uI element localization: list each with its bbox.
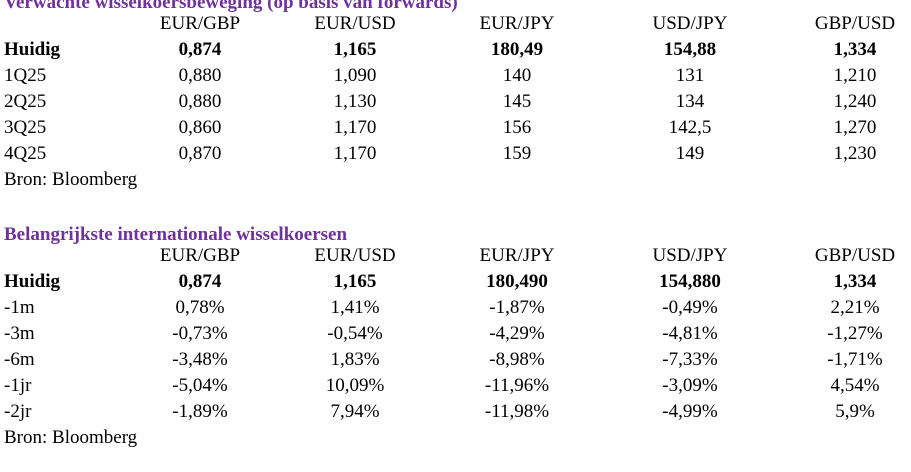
cell: -3,09% <box>662 375 718 396</box>
cell: -4,81% <box>662 323 718 344</box>
column-header: GBP/USD <box>814 13 896 34</box>
cell: 1,165 <box>333 39 377 60</box>
table-row: 4Q25 0,870 1,170 159 149 1,230 <box>0 141 911 166</box>
cell: -3,48% <box>172 349 228 370</box>
row-label: 3Q25 <box>4 117 47 138</box>
cell: 10,09% <box>325 375 385 396</box>
cell: 0,880 <box>178 91 222 112</box>
cell: 142,5 <box>668 117 712 138</box>
table-row: Huidig 0,874 1,165 180,49 154,88 1,334 <box>0 37 911 62</box>
row-label: Huidig <box>4 271 60 292</box>
row-label: -1jr <box>4 375 32 396</box>
cell: 0,874 <box>178 39 222 60</box>
cell: 1,270 <box>833 117 877 138</box>
column-header: GBP/USD <box>814 245 896 266</box>
row-label: -1m <box>4 297 35 318</box>
cell: -0,49% <box>662 297 718 318</box>
column-header: EUR/GBP <box>159 245 241 266</box>
cell: -4,99% <box>662 401 718 422</box>
table-row: -1jr -5,04% 10,09% -11,96% -3,09% 4,54% <box>0 373 911 398</box>
cell: 180,49 <box>490 39 544 60</box>
cell: 131 <box>675 65 705 86</box>
cell: -0,73% <box>172 323 228 344</box>
cell: 159 <box>502 143 532 164</box>
cell: 0,78% <box>175 297 225 318</box>
row-label: -3m <box>4 323 35 344</box>
row-label: -6m <box>4 349 35 370</box>
cell: -7,33% <box>662 349 718 370</box>
cell: 0,880 <box>178 65 222 86</box>
rates-source: Bron: Bloomberg <box>4 427 138 448</box>
cell: 1,240 <box>833 91 877 112</box>
column-header: EUR/JPY <box>479 245 555 266</box>
cell: 1,210 <box>833 65 877 86</box>
table-row: 3Q25 0,860 1,170 156 142,5 1,270 <box>0 115 911 140</box>
cell: 1,334 <box>833 271 877 292</box>
cell: -0,54% <box>327 323 383 344</box>
cell: 1,230 <box>833 143 877 164</box>
table-row: Huidig 0,874 1,165 180,490 154,880 1,334 <box>0 269 911 294</box>
cell: 1,170 <box>333 117 377 138</box>
cell: 1,165 <box>333 271 377 292</box>
cell: 134 <box>675 91 705 112</box>
cell: 1,334 <box>833 39 877 60</box>
cell: 140 <box>502 65 532 86</box>
forecast-source: Bron: Bloomberg <box>4 169 138 190</box>
cell: 7,94% <box>330 401 380 422</box>
row-label: -2jr <box>4 401 32 422</box>
row-label: 1Q25 <box>4 65 47 86</box>
cell: -4,29% <box>489 323 545 344</box>
cell: -11,98% <box>484 401 550 422</box>
column-header: EUR/USD <box>314 13 396 34</box>
cell: 1,41% <box>330 297 380 318</box>
column-header: USD/JPY <box>652 245 728 266</box>
cell: 156 <box>502 117 532 138</box>
cell: 0,870 <box>178 143 222 164</box>
forecast-title: Verwachte wisselkoersbeweging (op basis … <box>4 0 458 13</box>
table-row: -3m -0,73% -0,54% -4,29% -4,81% -1,27% <box>0 321 911 346</box>
cell: -8,98% <box>489 349 545 370</box>
cell: 0,860 <box>178 117 222 138</box>
table-row: -1m 0,78% 1,41% -1,87% -0,49% 2,21% <box>0 295 911 320</box>
cell: -1,87% <box>489 297 545 318</box>
cell: 1,83% <box>330 349 380 370</box>
header-row: EUR/GBP EUR/USD EUR/JPY USD/JPY GBP/USD <box>0 243 911 268</box>
cell: 149 <box>675 143 705 164</box>
column-header: USD/JPY <box>652 13 728 34</box>
cell: 180,490 <box>486 271 548 292</box>
cell: 5,9% <box>835 401 875 422</box>
rates-title: Belangrijkste internationale wisselkoers… <box>4 224 348 245</box>
table-row: 1Q25 0,880 1,090 140 131 1,210 <box>0 63 911 88</box>
cell: -1,27% <box>827 323 883 344</box>
column-header: EUR/JPY <box>479 13 555 34</box>
column-header: EUR/GBP <box>159 13 241 34</box>
cell: -11,96% <box>484 375 550 396</box>
cell: 1,170 <box>333 143 377 164</box>
table-row: -2jr -1,89% 7,94% -11,98% -4,99% 5,9% <box>0 399 911 424</box>
row-label: 4Q25 <box>4 143 47 164</box>
column-header: EUR/USD <box>314 245 396 266</box>
cell: -1,89% <box>172 401 228 422</box>
cell: 4,54% <box>830 375 880 396</box>
cell: 154,880 <box>659 271 721 292</box>
table-row: 2Q25 0,880 1,130 145 134 1,240 <box>0 89 911 114</box>
row-label: 2Q25 <box>4 91 47 112</box>
cell: 145 <box>502 91 532 112</box>
row-label: Huidig <box>4 39 60 60</box>
table-row: -6m -3,48% 1,83% -8,98% -7,33% -1,71% <box>0 347 911 372</box>
cell: 0,874 <box>178 271 222 292</box>
cell: 1,090 <box>333 65 377 86</box>
cell: 154,88 <box>663 39 717 60</box>
cell: -5,04% <box>172 375 228 396</box>
cell: 1,130 <box>333 91 377 112</box>
header-row: EUR/GBP EUR/USD EUR/JPY USD/JPY GBP/USD <box>0 11 911 36</box>
cell: 2,21% <box>830 297 880 318</box>
cell: -1,71% <box>827 349 883 370</box>
